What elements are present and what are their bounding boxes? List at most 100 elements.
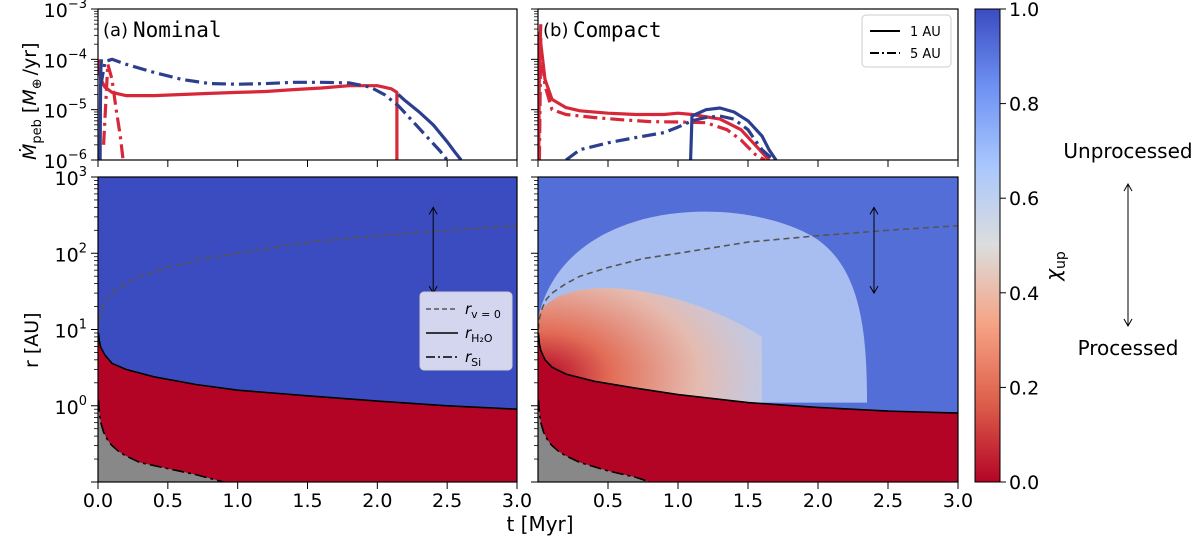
series-line-1 xyxy=(538,35,766,160)
legend-label-sub: Si xyxy=(471,356,481,369)
x-tick-label: 1.5 xyxy=(733,490,763,512)
colorbar-ticks: 0.0 0.2 0.4 0.6 0.8 1.0 xyxy=(1000,0,1039,494)
y-tick-base: 10 xyxy=(44,101,68,123)
y-tick-label: 10−5 xyxy=(44,98,87,123)
line-r-si xyxy=(538,399,651,482)
y-tick-base: 10 xyxy=(55,321,79,343)
legend-label: rv = 0 xyxy=(465,300,501,321)
series-line-3 xyxy=(98,59,104,160)
panel-a-title: Nominal xyxy=(133,18,222,42)
panel-b-title: Compact xyxy=(573,18,662,42)
legend-label: 5 AU xyxy=(910,47,941,62)
y-tick-label: 10−4 xyxy=(44,47,87,72)
y-tick-label: 10−3 xyxy=(44,0,87,22)
y-tick-exp: 1 xyxy=(79,318,87,333)
legend-label: rH₂O xyxy=(465,324,493,345)
y-tick-exp: −5 xyxy=(68,98,87,113)
x-tick-label: 2.5 xyxy=(432,490,462,512)
y-tick-base: 10 xyxy=(55,168,79,190)
legend-mass-flux: 1 AU 5 AU xyxy=(861,14,952,68)
colorbar-tick-label: 0.6 xyxy=(1009,188,1039,210)
colorbar-label: χup xyxy=(1041,251,1069,282)
panel-a-label: (a) xyxy=(103,20,128,41)
x-tick-label: 3.0 xyxy=(943,490,973,512)
ylabel-post: /yr] xyxy=(19,42,41,75)
y-tick-label: 101 xyxy=(55,318,87,343)
x-tick-label: 0.5 xyxy=(593,490,623,512)
ylabel-pre: [ xyxy=(19,106,41,113)
legend-label-sub: H₂O xyxy=(471,332,493,345)
region-silicate xyxy=(98,399,224,482)
line-r-h2o xyxy=(538,332,958,414)
bottom-ylabel: r [AU] xyxy=(21,312,43,368)
colorbar-tick-label: 1.0 xyxy=(1009,0,1039,21)
colorbar-fill xyxy=(974,8,1001,483)
x-tick-label: 2.0 xyxy=(362,490,392,512)
x-tick-label: 2.0 xyxy=(803,490,833,512)
legend-label-base: r xyxy=(465,324,472,342)
lines-tr xyxy=(538,24,778,160)
ylabel-earth: M xyxy=(19,89,41,105)
y-tick-exp: 3 xyxy=(79,165,87,180)
y-tick-label: 103 xyxy=(55,165,87,190)
y-tick-exp: −6 xyxy=(68,148,87,163)
colorbar-tick-label: 0.4 xyxy=(1009,283,1039,305)
legend-label-base: r xyxy=(465,300,472,318)
series-line-0 xyxy=(98,59,399,160)
region-processed xyxy=(538,332,958,482)
legend-label-sub: v = 0 xyxy=(471,308,501,321)
x-tick-label: 1.5 xyxy=(292,490,322,512)
legend-box xyxy=(861,14,952,68)
colorbar: 0.0 0.2 0.4 0.6 0.8 1.0 χup xyxy=(974,0,1069,494)
line-r-v0 xyxy=(98,224,517,330)
x-tick-label: 2.5 xyxy=(873,490,903,512)
y-tick-base: 10 xyxy=(55,244,79,266)
range-arrow-head-bottom xyxy=(869,285,879,295)
ylabel-earth-sub: ⊕ xyxy=(30,78,45,89)
y-tick-exp: 2 xyxy=(79,241,87,256)
colorbar-label-sub: up xyxy=(1053,251,1069,269)
y-tick-label: 10−6 xyxy=(44,148,87,173)
x-tick-label: 1.0 xyxy=(663,490,693,512)
legend-label-base: r xyxy=(465,348,472,366)
region-processed-core xyxy=(538,288,762,403)
panel-b-label: (b) xyxy=(543,20,568,41)
line-r-h2o xyxy=(98,332,517,410)
annotation-processed: Processed xyxy=(1078,336,1179,360)
annotation-unprocessed: Unprocessed xyxy=(1063,139,1192,163)
y-tick-base: 10 xyxy=(55,397,79,419)
region-processed xyxy=(98,332,517,482)
ylabel-mdot-sub: peb xyxy=(30,119,45,144)
x-tick-label: 0.0 xyxy=(83,490,113,512)
colorbar-tick-label: 0.2 xyxy=(1009,377,1039,399)
x-axis-label: t [Myr] xyxy=(506,512,573,536)
series-line-1 xyxy=(102,62,125,160)
panel-top-left xyxy=(98,57,463,160)
range-arrow-head-top xyxy=(428,206,438,215)
y-tick-exp: 0 xyxy=(79,394,87,409)
y-tick-base: 10 xyxy=(44,0,68,22)
y-tick-exp: −4 xyxy=(68,47,87,62)
x-tick-label: 0.5 xyxy=(153,490,183,512)
series-line-4 xyxy=(397,93,463,160)
y-tick-base: 10 xyxy=(44,50,68,72)
x-tick-label: 3.0 xyxy=(502,490,532,512)
ylabel-mdot: Ṁ xyxy=(18,144,41,160)
top-ylabel: Ṁpeb [M⊕ /yr] xyxy=(18,42,45,160)
colorbar-label-base: χ xyxy=(1041,268,1065,282)
y-tick-base: 10 xyxy=(44,151,68,173)
y-tick-label: 102 xyxy=(55,241,87,266)
panel-top-right xyxy=(538,24,778,160)
lines-tl xyxy=(98,57,463,160)
range-arrow-head-top xyxy=(869,206,879,215)
colorbar-tick-label: 0.8 xyxy=(1009,94,1039,116)
line-r-si xyxy=(98,399,224,482)
series-line-2 xyxy=(99,57,449,160)
legend-box xyxy=(419,291,513,371)
colorbar-tick-label: 0.0 xyxy=(1009,472,1039,494)
legend-label: rSi xyxy=(465,348,481,369)
heatmap-br xyxy=(538,177,958,482)
